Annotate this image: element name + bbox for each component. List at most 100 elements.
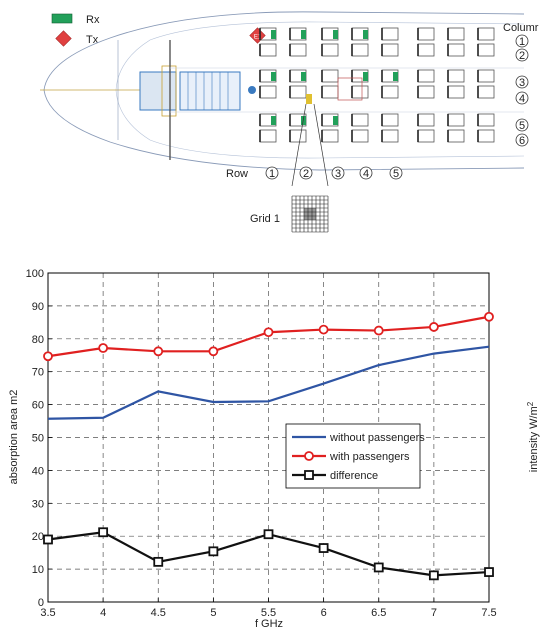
seat <box>289 43 307 57</box>
y-tick-label: 80 <box>32 334 44 346</box>
data-point <box>208 546 219 557</box>
seat <box>477 27 495 41</box>
tx-marker-label: E1 <box>254 35 262 41</box>
column-number: 5 <box>519 120 525 132</box>
data-point <box>153 556 164 567</box>
right-axis-label-sup: 2 <box>526 401 535 406</box>
data-point <box>373 562 384 573</box>
x-tick-label: 6 <box>321 607 327 619</box>
tx-legend-label: Tx <box>86 34 99 46</box>
seat <box>321 85 339 99</box>
row-number: 5 <box>393 168 399 180</box>
rx-receiver <box>301 30 306 39</box>
grid-1-fill <box>304 208 316 220</box>
seat <box>447 129 465 143</box>
seat <box>477 85 495 99</box>
seat <box>417 43 435 57</box>
right-axis-label: intensity W/m2 <box>526 401 540 472</box>
y-tick-label: 40 <box>32 465 44 477</box>
seat <box>417 129 435 143</box>
column-numbers: 1 2 3 4 5 6 <box>515 34 529 147</box>
data-point <box>43 351 53 362</box>
seat <box>321 129 339 143</box>
seat <box>447 27 465 41</box>
seat <box>321 69 339 83</box>
y-tick-label: 30 <box>32 498 44 510</box>
data-point <box>484 567 494 577</box>
rx-receiver <box>271 116 276 125</box>
grid-pointer-right <box>313 103 329 187</box>
column-number: 2 <box>519 50 525 62</box>
legend-label-difference: difference <box>330 470 378 482</box>
column-number: 3 <box>519 77 525 89</box>
data-point <box>208 346 219 357</box>
seat <box>289 85 307 99</box>
column-number: 1 <box>519 36 525 48</box>
seat <box>351 85 369 99</box>
y-tick-label: 50 <box>32 433 44 445</box>
legend-marker-with <box>304 451 314 461</box>
rx-receiver <box>271 72 276 81</box>
data-point <box>263 327 274 338</box>
legend-label-without: without passengers <box>329 432 425 444</box>
seat <box>381 85 399 99</box>
seat <box>351 43 369 57</box>
row-number: 4 <box>363 168 369 180</box>
plot-frame <box>47 272 490 603</box>
tx-legend-diamond <box>55 30 72 47</box>
rx-receiver <box>301 72 306 81</box>
seat-grid <box>259 27 495 143</box>
row-numbers: 1 2 3 4 5 <box>265 166 403 180</box>
seat <box>259 43 277 57</box>
data-point <box>98 527 109 538</box>
y-tick-label: 90 <box>32 301 44 313</box>
x-tick-label: 5.5 <box>261 607 276 619</box>
seat <box>381 129 399 143</box>
column-header: Columr <box>503 22 539 34</box>
rx-receiver <box>333 116 338 125</box>
seat <box>447 113 465 127</box>
x-tick-label: 4 <box>100 607 106 619</box>
seat <box>289 129 307 143</box>
y-tick-label: 100 <box>26 268 44 280</box>
y-tick-labels: 0 10 20 30 40 50 60 70 80 90 100 <box>26 268 44 609</box>
column-number: 4 <box>519 93 525 105</box>
rx-receiver <box>333 30 338 39</box>
legend-label-with: with passengers <box>329 451 410 463</box>
seat <box>351 129 369 143</box>
x-tick-label: 7 <box>431 607 437 619</box>
x-axis-label: f GHz <box>255 618 283 630</box>
right-axis-label-text: intensity W/m <box>528 406 540 472</box>
y-tick-label: 70 <box>32 367 44 379</box>
rx-receiver <box>271 30 276 39</box>
x-tick-label: 4.5 <box>151 607 166 619</box>
y-axis-label: absorption area m2 <box>8 390 20 485</box>
seat <box>351 113 369 127</box>
cabin-table <box>337 77 363 101</box>
row-number: 1 <box>269 168 275 180</box>
rx-receiver <box>393 72 398 81</box>
y-tick-label: 0 <box>38 597 44 609</box>
data-point <box>484 311 494 322</box>
seat <box>321 43 339 57</box>
seat <box>381 113 399 127</box>
data-point <box>43 534 53 545</box>
seat <box>447 43 465 57</box>
grid-label: Grid 1 <box>250 213 280 225</box>
stairs-lines <box>187 72 229 110</box>
seat <box>417 85 435 99</box>
x-tick-label: 5 <box>210 607 216 619</box>
tx-marker <box>249 27 266 44</box>
rx-receiver <box>363 72 368 81</box>
rx-legend-label: Rx <box>86 14 100 26</box>
row-number: 2 <box>303 168 309 180</box>
x-tick-label: 6.5 <box>371 607 386 619</box>
data-point <box>318 324 329 335</box>
chart-legend: without passengers with passengers diffe… <box>285 423 425 489</box>
grid-pointer-left <box>291 103 307 187</box>
seat <box>381 27 399 41</box>
seat <box>477 69 495 83</box>
x-tick-labels: 3.5 4 4.5 5 5.5 6 6.5 7 7.5 <box>40 607 496 619</box>
cabin-layout-diagram: Rx Tx E1 Columr 1 2 3 4 5 6 Row 1 2 3 <box>40 11 539 233</box>
galley-inner <box>161 65 177 117</box>
